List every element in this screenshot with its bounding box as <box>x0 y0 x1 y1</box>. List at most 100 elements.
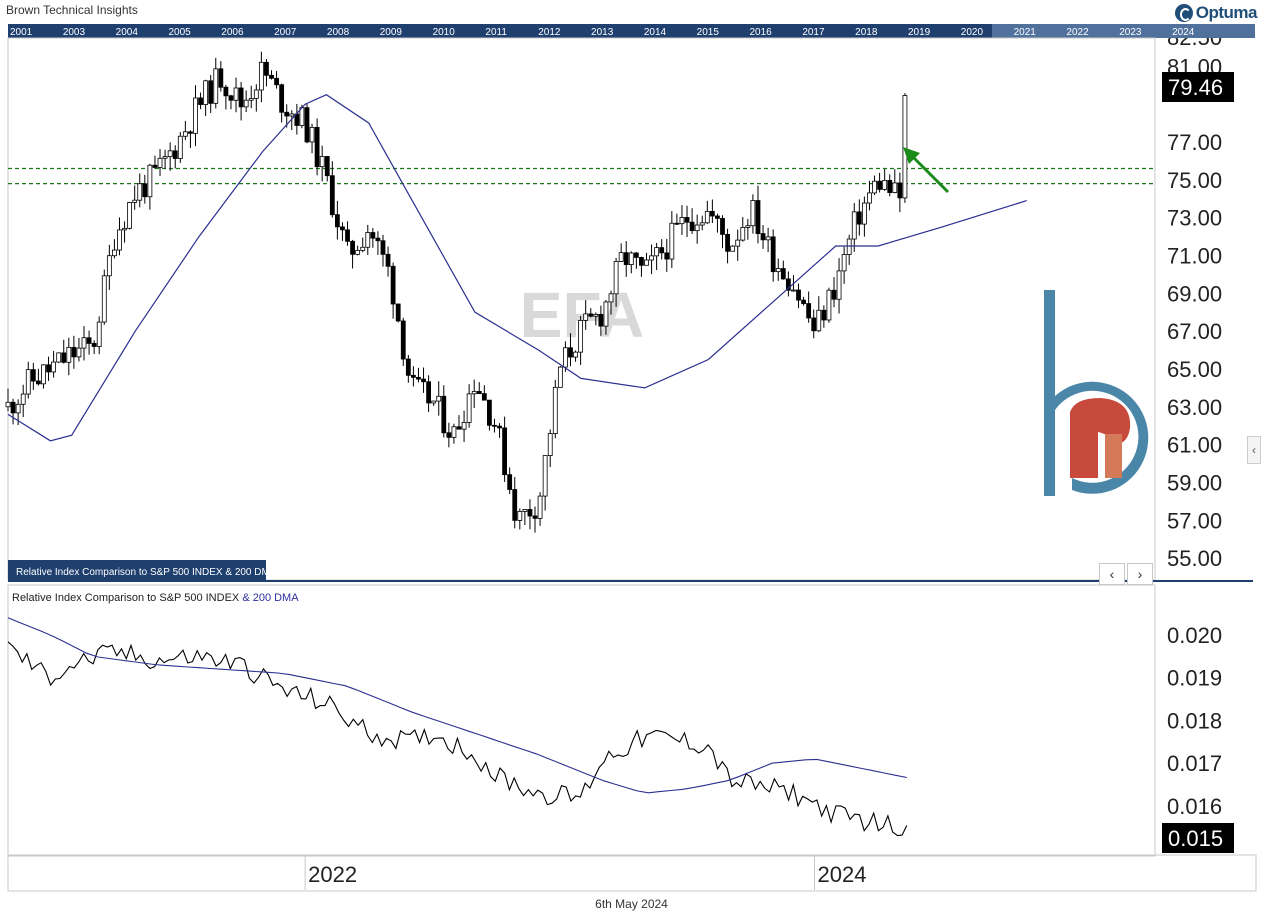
price-y-tick-label: 67.00 <box>1167 319 1222 344</box>
candle-body <box>243 99 249 108</box>
timeline-year-label: 2011 <box>485 27 507 38</box>
timeline-year-label: 2015 <box>697 27 720 38</box>
candle-body <box>593 314 599 317</box>
scroll-left-button[interactable]: ‹ <box>1099 563 1125 585</box>
candle-body <box>416 376 421 380</box>
price-y-axis: 55.00 57.00 59.00 61.00 63.00 65.00 67.00 69.00… <box>1167 25 1222 571</box>
candle-body <box>547 433 553 456</box>
candle-body <box>76 347 82 358</box>
candle-body <box>223 86 229 97</box>
candle-body <box>846 238 852 255</box>
candle-body <box>861 202 867 225</box>
candle-body <box>745 225 751 228</box>
candle-body <box>892 182 898 193</box>
price-y-tick-label: 73.00 <box>1167 206 1222 231</box>
candle-body <box>279 84 285 113</box>
relative-last-value-label: 0.015 <box>1168 826 1223 851</box>
relative-last-value-box <box>1162 823 1234 853</box>
candle-body <box>872 180 877 194</box>
candle-body <box>431 400 437 404</box>
arrow-shaft <box>910 154 950 194</box>
relative-strength-line <box>7 641 908 837</box>
candle-body <box>355 249 361 255</box>
candle-body <box>350 240 355 255</box>
candle-body <box>106 255 112 277</box>
candle-body <box>882 180 888 190</box>
price-y-top-tick-label: 82.50 <box>1167 25 1222 50</box>
candle-body <box>821 309 827 321</box>
candle-body <box>740 227 746 241</box>
candle-body <box>91 343 97 347</box>
candle-body <box>851 211 857 240</box>
timeline-year-label: 2012 <box>538 27 561 38</box>
timeline-year-label: 2006 <box>221 27 244 38</box>
last-value-box <box>1162 72 1234 102</box>
candle-body <box>329 175 335 216</box>
candle-body <box>644 259 649 266</box>
candle-body <box>796 289 801 301</box>
relative-ma-line <box>7 617 907 794</box>
candle-body <box>284 111 290 117</box>
candle-body <box>421 378 426 383</box>
candle-body <box>532 515 538 519</box>
relative-y-tick-label: 0.017 <box>1167 751 1222 776</box>
x-axis: 2022 2024 <box>304 855 866 890</box>
scroll-right-button[interactable]: › <box>1127 563 1153 585</box>
candle-body <box>162 156 168 159</box>
candle-body <box>193 97 198 134</box>
candle-body <box>791 289 796 292</box>
timeline-year-label: 2024 <box>1172 27 1195 38</box>
candle-body <box>36 380 41 385</box>
candle-body <box>340 226 345 231</box>
relative-y-axis: 0.016 0.017 0.018 0.019 0.020 <box>1167 623 1222 819</box>
candle-body <box>669 222 675 260</box>
candle-body <box>61 352 67 363</box>
candle-body <box>274 77 279 86</box>
candle-body <box>451 426 457 438</box>
timeline-year-label: 2020 <box>961 27 984 38</box>
x-axis-frame <box>7 854 1257 892</box>
candle-body <box>71 346 77 358</box>
timeline-year-label: 2016 <box>750 27 773 38</box>
candle-body <box>836 270 842 300</box>
candle-body <box>253 89 259 99</box>
candle-body <box>639 257 644 266</box>
timeline-year-label: 2005 <box>168 27 191 38</box>
candle-body <box>704 211 710 224</box>
candle-body <box>238 87 244 108</box>
candle-body <box>370 232 376 239</box>
candle-body <box>679 217 685 225</box>
timeline-bar <box>8 24 1255 38</box>
candle-body <box>127 202 133 229</box>
candle-body <box>81 337 87 349</box>
candle-body <box>395 303 401 322</box>
price-last-value: 79.46 <box>1162 72 1234 102</box>
candle-body <box>537 495 543 519</box>
candle-body <box>405 358 411 376</box>
candle-body <box>46 364 51 373</box>
candle-body <box>573 351 578 358</box>
candle-body <box>142 183 148 198</box>
candle-body <box>709 211 715 217</box>
candle-body <box>649 255 654 261</box>
candle-body <box>390 265 396 305</box>
candle-body <box>228 95 234 101</box>
relative-panel-title-suffix: & 200 DMA <box>242 592 299 604</box>
candle-body <box>117 229 122 251</box>
candle-body <box>497 425 502 429</box>
candle-body <box>385 253 391 267</box>
candle-body <box>188 131 193 134</box>
candle-body <box>583 313 589 321</box>
price-y-tick-label: 71.00 <box>1167 243 1222 268</box>
relative-y-tick-label: 0.016 <box>1167 794 1222 819</box>
price-y-tick-label: 57.00 <box>1167 508 1222 533</box>
candle-body <box>694 224 700 232</box>
candle-body <box>122 227 127 231</box>
candle-body <box>811 317 817 332</box>
timeline-year-label: 2019 <box>908 27 931 38</box>
candle-body <box>213 68 219 104</box>
candle-body <box>380 240 386 255</box>
side-panel-toggle[interactable]: ‹ <box>1247 436 1261 464</box>
price-y-tick-label: 55.00 <box>1167 546 1222 571</box>
